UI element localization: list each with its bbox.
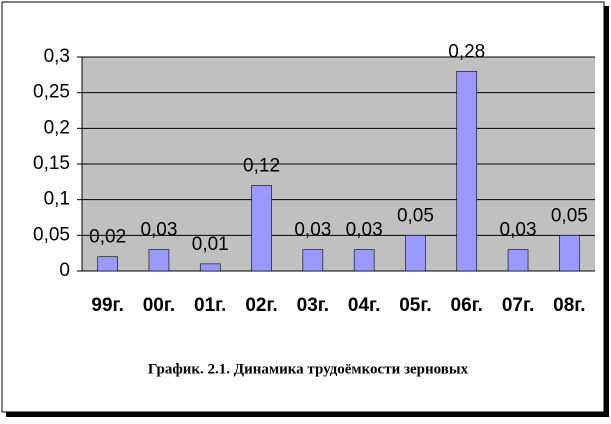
x-tick-label: 05г.: [399, 295, 431, 316]
x-tick-label: 99г.: [91, 295, 123, 316]
value-label: 0,03: [140, 220, 177, 241]
bar: [507, 249, 529, 272]
value-label: 0,01: [192, 234, 229, 255]
value-label: 0,12: [243, 155, 280, 176]
bar: [148, 249, 170, 272]
y-tick-label: 0: [59, 260, 70, 281]
x-tick-label: 04г.: [348, 295, 380, 316]
y-tick-label: 0,2: [44, 117, 70, 138]
bar: [405, 235, 426, 272]
value-label: 0,03: [346, 220, 383, 241]
bar: [302, 249, 324, 272]
chart-title: График. 2.1. Динамика трудоёмкости зерно…: [148, 361, 469, 377]
bar: [97, 256, 118, 272]
value-label: 0,05: [551, 205, 588, 226]
bar: [456, 70, 478, 272]
value-label: 0,03: [500, 220, 537, 241]
value-label: 0,28: [448, 41, 485, 62]
y-tick-label: 0,1: [44, 189, 70, 210]
x-tick-label: 07г.: [502, 295, 534, 316]
y-tick-label: 0,15: [33, 153, 70, 174]
x-tick-label: 01г.: [194, 295, 226, 316]
y-tick-label: 0,05: [33, 224, 70, 245]
bar: [559, 235, 580, 272]
value-label: 0,03: [294, 220, 331, 241]
bar: [199, 263, 221, 272]
bar: [353, 249, 375, 272]
value-label: 0,05: [397, 205, 434, 226]
x-tick-label: 00г.: [143, 295, 175, 316]
x-tick-label: 08г.: [553, 295, 585, 316]
x-tick-label: 06г.: [451, 295, 483, 316]
x-tick-label: 02г.: [245, 295, 277, 316]
y-tick-label: 0,3: [44, 46, 70, 67]
bar: [251, 185, 272, 272]
x-tick-label: 03г.: [297, 295, 329, 316]
y-tick-label: 0,25: [33, 82, 70, 103]
value-label: 0,02: [89, 227, 126, 248]
